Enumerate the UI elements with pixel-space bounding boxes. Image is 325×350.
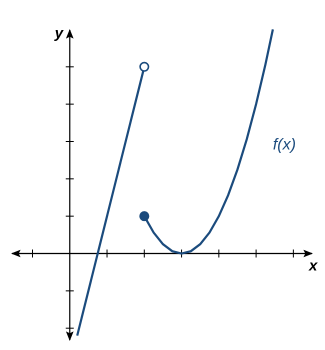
open-endpoint [139, 61, 150, 72]
curve [143, 29, 274, 255]
curve-label: f(x) [273, 136, 296, 153]
x-axis-label: x [308, 257, 318, 274]
curve [76, 66, 146, 336]
y-axis-label: y [54, 25, 64, 42]
closed-endpoint [139, 211, 150, 222]
